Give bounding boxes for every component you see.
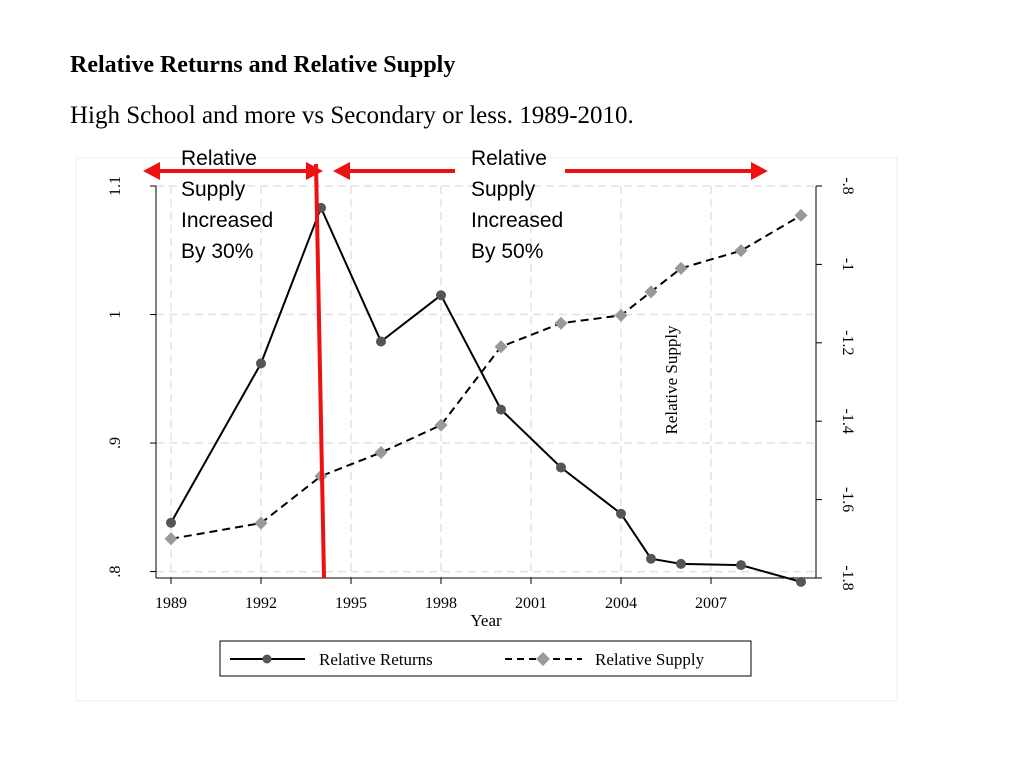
chart-background xyxy=(75,157,898,702)
y-left-tick-label-1: .9 xyxy=(107,437,124,449)
point-relative-returns-1998 xyxy=(436,290,446,301)
chart-frame xyxy=(75,157,898,702)
annotation-right-line-2: Supply xyxy=(471,178,536,201)
point-relative-supply-2004 xyxy=(614,308,628,322)
point-relative-supply-2005 xyxy=(644,285,658,299)
ticks-layer: 1989 1992 1995 1998 2001 2004 2007 .8 .9 1 1.1 -1.8… xyxy=(107,176,856,612)
y-left-tick-label-0: .8 xyxy=(107,566,124,578)
right-arrow xyxy=(333,162,768,180)
axes-layer xyxy=(155,186,817,579)
legend-box xyxy=(219,640,752,677)
x-tick-label-2007: 2007 xyxy=(695,595,727,612)
annotation-left-line-3: Increased xyxy=(181,209,273,232)
legend-returns-label: Relative Returns xyxy=(319,650,433,669)
x-tick-label-1995: 1995 xyxy=(335,595,367,612)
point-relative-supply-1996 xyxy=(374,446,388,460)
point-relative-supply-2000 xyxy=(494,340,508,354)
x-axis-label: Year xyxy=(470,611,502,630)
point-relative-returns-2008 xyxy=(736,560,746,571)
slide-title: Relative Returns and Relative Supply xyxy=(70,52,456,78)
x-tick-label-1998: 1998 xyxy=(425,595,457,612)
y-right-tick-label-1: -1.6 xyxy=(839,487,856,512)
annotation-left-line-2: Supply xyxy=(181,178,246,201)
point-relative-supply-1998 xyxy=(434,418,448,432)
right-arrow-head-right xyxy=(751,162,768,180)
point-relative-returns-2006 xyxy=(676,558,686,569)
left-arrow-head-left xyxy=(143,162,160,180)
right-arrow-head-left xyxy=(333,162,350,180)
vertical-marker-line xyxy=(314,163,326,579)
point-relative-returns-1989 xyxy=(166,517,176,528)
point-relative-returns-2005 xyxy=(646,553,656,564)
annotation-left: Relative Supply Increased By 30% xyxy=(181,147,273,263)
point-relative-returns-1992 xyxy=(256,358,266,369)
annotation-left-line-1: Relative xyxy=(181,147,257,170)
point-relative-supply-2008 xyxy=(734,244,748,258)
point-relative-supply-2010 xyxy=(794,208,808,222)
y-right-tick-label-5: -.8 xyxy=(839,177,856,194)
annotation-right-line-3: Increased xyxy=(471,209,563,232)
point-relative-returns-2010 xyxy=(796,576,806,587)
y-left-tick-label-3: 1.1 xyxy=(107,176,124,196)
y-right-tick-label-0: -1.8 xyxy=(839,565,856,590)
point-relative-returns-2004 xyxy=(616,508,626,519)
x-tick-label-1989: 1989 xyxy=(155,595,187,612)
right-axis-label: Relative Supply xyxy=(662,325,681,435)
y-right-tick-label-3: -1.2 xyxy=(839,330,856,355)
legend-supply-label: Relative Supply xyxy=(595,650,705,669)
annotation-right: Relative Supply Increased By 50% xyxy=(471,147,563,263)
slide-subtitle: High School and more vs Secondary or les… xyxy=(70,102,634,129)
series-line-relative-returns xyxy=(170,205,802,583)
x-tick-label-2004: 2004 xyxy=(605,595,637,612)
legend: Relative Returns Relative Supply xyxy=(219,640,752,677)
point-relative-returns-1996 xyxy=(376,336,386,347)
point-relative-supply-1989 xyxy=(164,532,178,546)
x-tick-label-2001: 2001 xyxy=(515,595,547,612)
annotation-right-line-1: Relative xyxy=(471,147,547,170)
grid-layer xyxy=(156,185,816,578)
point-relative-returns-2000 xyxy=(496,404,506,415)
y-right-tick-label-4: -1 xyxy=(839,258,856,271)
annotation-overlay: Relative Supply Increased By 30% Relativ… xyxy=(143,147,768,579)
legend-supply-marker xyxy=(536,652,550,666)
series-layer xyxy=(164,202,808,587)
x-tick-label-1992: 1992 xyxy=(245,595,277,612)
y-right-tick-label-2: -1.4 xyxy=(839,409,856,434)
point-relative-supply-2002 xyxy=(554,316,568,330)
point-relative-supply-1992 xyxy=(254,516,268,530)
y-left-tick-label-2: 1 xyxy=(107,311,124,319)
point-relative-supply-2006 xyxy=(674,261,688,275)
annotation-left-line-4: By 30% xyxy=(181,240,253,263)
legend-returns-marker xyxy=(262,654,272,664)
annotation-right-line-4: By 50% xyxy=(471,240,543,263)
point-relative-returns-2002 xyxy=(556,462,566,473)
